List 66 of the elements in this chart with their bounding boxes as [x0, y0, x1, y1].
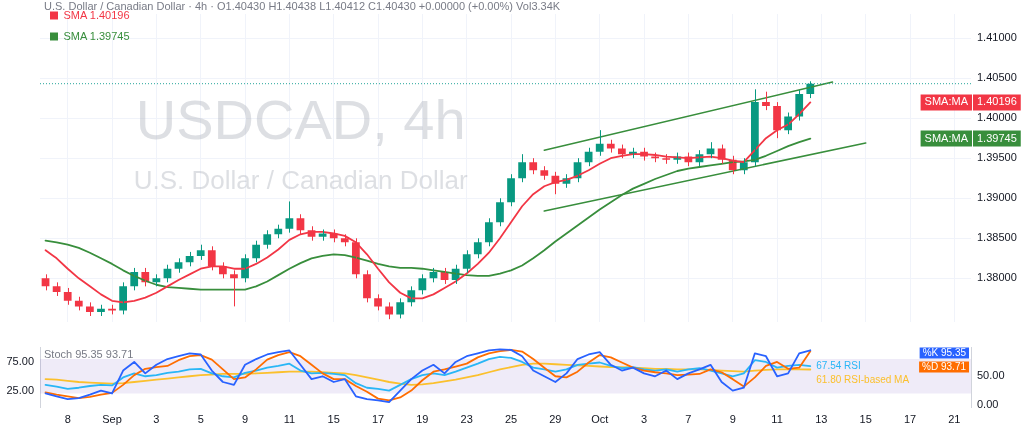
y-tick-label: 25.00: [6, 383, 34, 396]
x-tick-label: 3: [640, 413, 648, 426]
candlestick: [374, 293, 382, 311]
y2-tick-label: 0.00: [977, 397, 999, 410]
x-tick-label: 29: [549, 413, 562, 426]
candlestick: [318, 228, 327, 242]
candlestick: [396, 297, 405, 319]
candlestick: [285, 200, 294, 234]
candlestick: [52, 281, 61, 297]
candlestick: [363, 269, 371, 303]
y-tick-label: 1.39500: [977, 151, 1017, 164]
candlestick: [595, 129, 604, 157]
x-tick-label: 8: [64, 413, 71, 426]
legend-label: SMA 1.39745: [63, 29, 130, 42]
y-tick-label: 75.00: [6, 354, 34, 367]
candlestick: [462, 249, 471, 274]
x-tick-label: 17: [371, 413, 385, 426]
x-tick-label: 21: [948, 413, 961, 426]
candlestick: [606, 139, 615, 154]
x-tick-label: 11: [771, 413, 783, 426]
candlestick: [63, 287, 72, 306]
y-tick-label: 1.38000: [977, 271, 1017, 284]
candlestick: [762, 91, 770, 111]
candlestick: [418, 273, 427, 295]
candlestick: [507, 173, 515, 207]
candlestick: [385, 301, 393, 320]
y-tick-label: 1.39000: [977, 191, 1017, 204]
candlestick: [662, 153, 671, 165]
y-tick-label: 1.38500: [977, 231, 1017, 244]
annotation: SMA:MA 1.39745: [924, 131, 1017, 144]
x-tick-label: 9: [241, 413, 249, 426]
x-tick-label: 9: [729, 413, 736, 426]
candlestick: [485, 217, 493, 247]
x-tick-label: 11: [283, 413, 296, 426]
y-tick-label: 1.40000: [977, 111, 1017, 124]
x-tick-label: 13: [815, 413, 828, 426]
candlestick: [496, 197, 504, 227]
x-tick-label: 19: [416, 413, 429, 426]
candlestick: [152, 273, 161, 287]
x-tick-label: 23: [460, 413, 473, 426]
candlestick: [540, 165, 549, 181]
x-tick-label: 15: [327, 413, 340, 426]
y2-tick-label: 50.00: [977, 369, 1005, 382]
candlestick: [86, 301, 94, 317]
text: U.S. Dollar / Canadian Dollar · 4h · O1.40430 H1.40438 L1.40412 C1.40430 +0.00000 (+0.00%) Vol3.34K: [44, 0, 561, 12]
candlestick: [473, 237, 482, 259]
y-tick-label: 1.40500: [977, 71, 1017, 84]
candlestick: [196, 244, 205, 261]
x-tick-label: 5: [197, 413, 204, 426]
y-tick-label: 1.41000: [977, 31, 1017, 44]
text: %K 95.35: [922, 347, 967, 359]
series-label: 67.54 RSI: [816, 359, 861, 371]
candlestick: [518, 153, 526, 183]
x-tick-label: 25: [504, 413, 518, 426]
annotation: Stoch 95.35 93.71: [44, 348, 134, 361]
x-tick-label: 3: [153, 413, 160, 426]
x-tick-label: Sep: [102, 413, 122, 426]
annotation: SMA:MA 1.40196: [924, 95, 1017, 108]
candlestick: [529, 157, 538, 175]
series-label: 61.80 RSI-based MA: [816, 373, 910, 385]
x-tick-label: 7: [685, 413, 692, 426]
x-tick-label: 17: [903, 413, 917, 426]
candlestick: [263, 229, 272, 250]
x-tick-label: Oct: [591, 413, 609, 426]
text: %D 93.71: [922, 361, 967, 373]
x-tick-label: 15: [859, 413, 872, 426]
